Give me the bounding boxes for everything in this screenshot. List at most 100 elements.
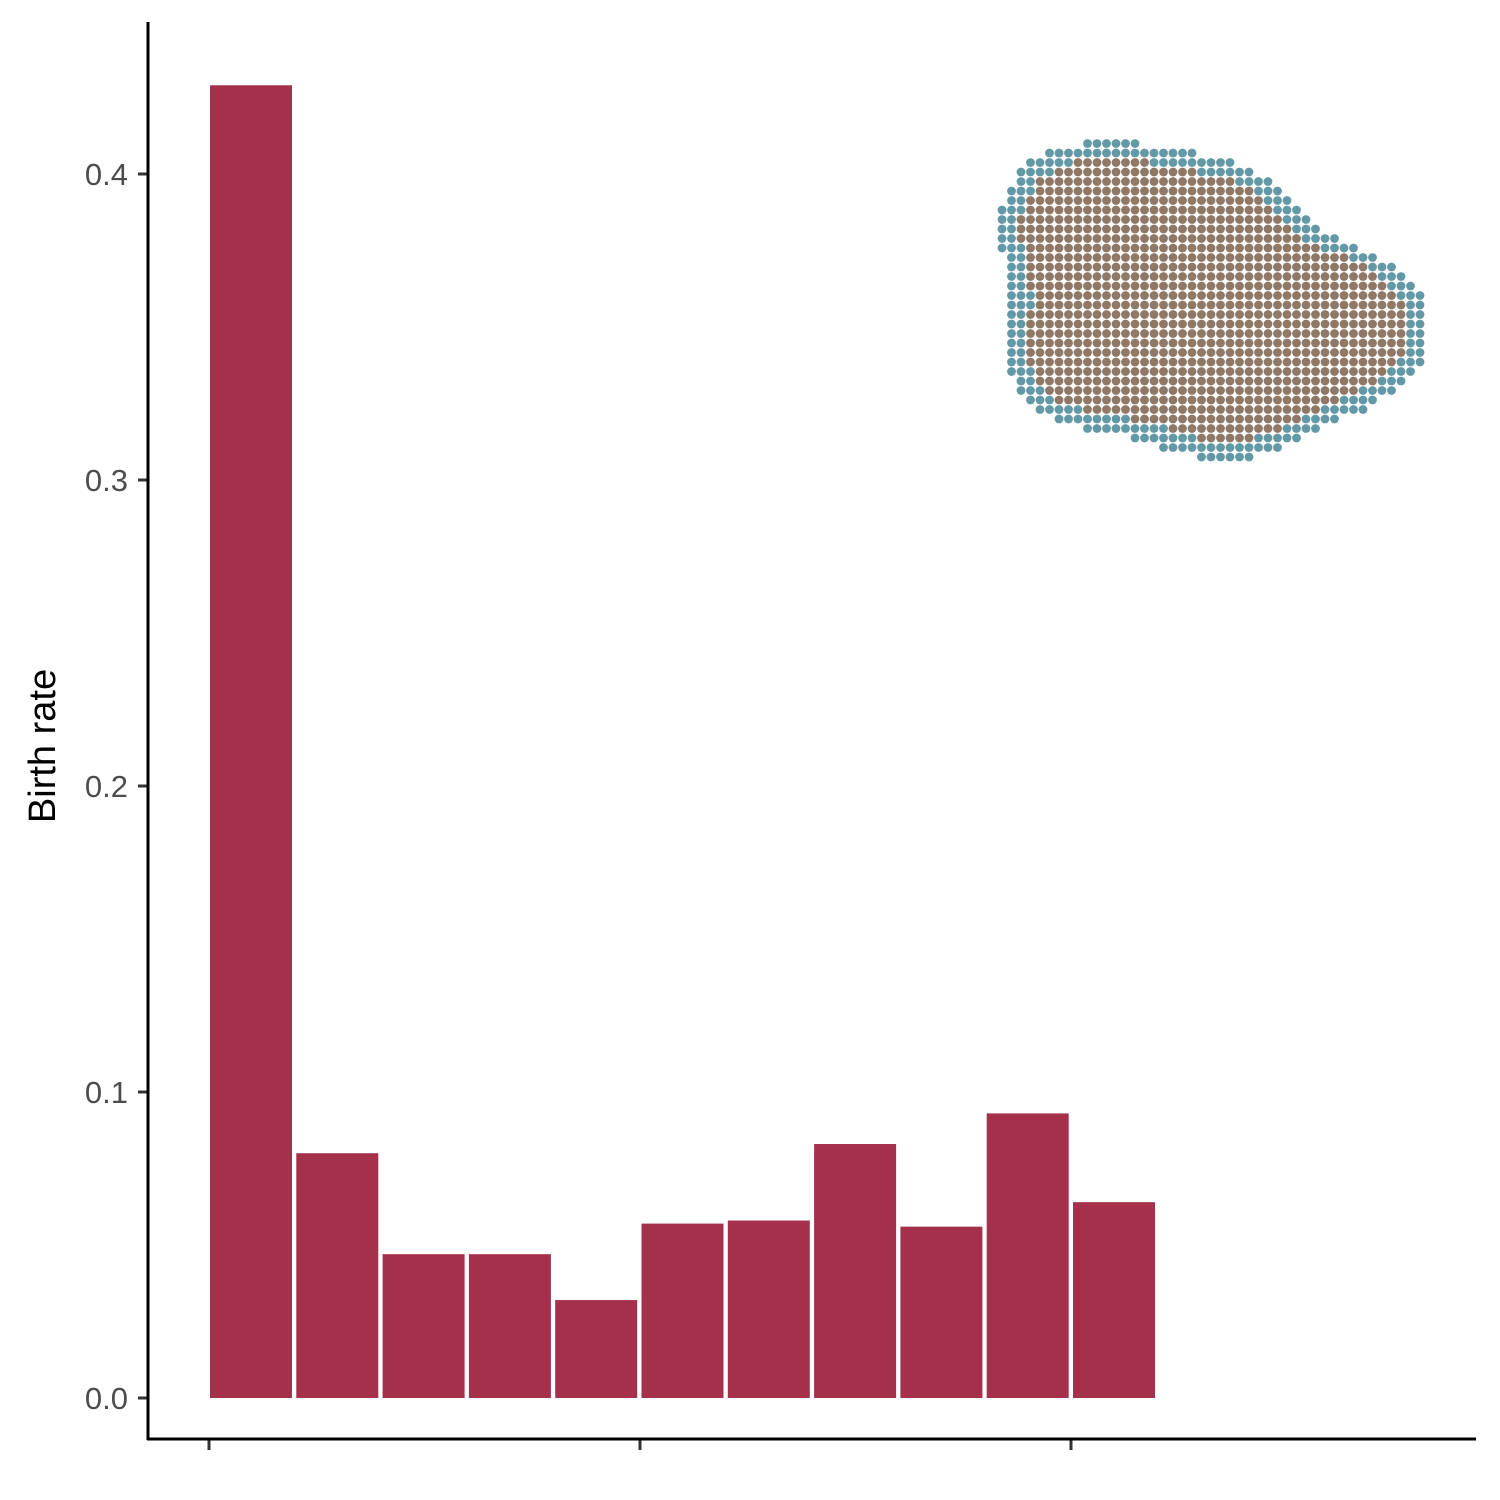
- interior-cell-point: [1064, 272, 1073, 281]
- interior-cell-point: [1064, 300, 1073, 310]
- boundary-cell-point: [1311, 424, 1320, 433]
- interior-cell-point: [1168, 357, 1178, 367]
- interior-cell-point: [1206, 376, 1216, 386]
- boundary-cell-point: [1007, 319, 1016, 329]
- interior-cell-point: [1083, 262, 1092, 272]
- boundary-cell-point: [1149, 158, 1159, 167]
- interior-cell-point: [1244, 338, 1254, 348]
- boundary-cell-point: [997, 215, 1007, 224]
- boundary-cell-point: [1263, 177, 1273, 186]
- interior-cell-point: [1187, 348, 1197, 357]
- interior-cell-point: [1130, 376, 1140, 386]
- interior-cell-point: [1178, 376, 1187, 386]
- interior-cell-point: [1083, 348, 1092, 357]
- interior-cell-point: [1235, 310, 1244, 319]
- boundary-cell-point: [1007, 329, 1016, 338]
- interior-cell-point: [1206, 196, 1216, 205]
- interior-cell-point: [1140, 234, 1149, 243]
- interior-cell-point: [1216, 376, 1225, 386]
- interior-cell-point: [1292, 348, 1301, 357]
- boundary-cell-point: [1007, 281, 1016, 291]
- interior-cell-point: [1244, 414, 1254, 424]
- boundary-cell-point: [1216, 167, 1225, 177]
- interior-cell-point: [1273, 395, 1282, 405]
- interior-cell-point: [1083, 329, 1092, 338]
- interior-cell-point: [1396, 338, 1406, 348]
- interior-cell-point: [1092, 205, 1102, 215]
- interior-cell-point: [1149, 376, 1159, 386]
- boundary-cell-point: [1406, 310, 1415, 319]
- boundary-cell-point: [1149, 424, 1159, 433]
- interior-cell-point: [1045, 329, 1054, 338]
- interior-cell-point: [1292, 414, 1301, 424]
- interior-cell-point: [1244, 262, 1254, 272]
- interior-cell-point: [1140, 281, 1149, 291]
- boundary-cell-point: [1007, 196, 1016, 205]
- x-axis-ticks: [207, 1440, 1073, 1450]
- interior-cell-point: [1206, 177, 1216, 186]
- interior-cell-point: [1168, 300, 1178, 310]
- interior-cell-point: [1216, 357, 1225, 367]
- boundary-cell-point: [1035, 405, 1045, 414]
- interior-cell-point: [1159, 367, 1168, 376]
- interior-cell-point: [1045, 357, 1054, 367]
- interior-cell-point: [1140, 243, 1149, 253]
- interior-cell-point: [1339, 329, 1349, 338]
- boundary-cell-point: [1235, 167, 1244, 177]
- interior-cell-point: [1092, 357, 1102, 367]
- interior-cell-point: [1178, 367, 1187, 376]
- interior-cell-point: [1339, 367, 1349, 376]
- boundary-cell-point: [1415, 329, 1425, 338]
- boundary-cell-point: [1045, 148, 1054, 158]
- interior-cell-point: [1225, 196, 1235, 205]
- interior-cell-point: [1159, 186, 1168, 196]
- interior-cell-point: [1149, 386, 1159, 395]
- interior-cell-point: [1263, 348, 1273, 357]
- interior-cell-point: [1140, 414, 1149, 424]
- interior-cell-point: [1026, 272, 1035, 281]
- interior-cell-point: [1054, 395, 1064, 405]
- boundary-cell-point: [1406, 367, 1415, 376]
- interior-cell-point: [1225, 243, 1235, 253]
- interior-cell-point: [1035, 329, 1045, 338]
- boundary-cell-point: [997, 205, 1007, 215]
- interior-cell-point: [1149, 357, 1159, 367]
- interior-cell-point: [1130, 196, 1140, 205]
- interior-cell-point: [1358, 357, 1368, 367]
- interior-cell-point: [1092, 386, 1102, 395]
- interior-cell-point: [1168, 338, 1178, 348]
- boundary-cell-point: [1016, 243, 1026, 253]
- interior-cell-point: [1254, 243, 1263, 253]
- interior-cell-point: [1073, 338, 1083, 348]
- boundary-cell-point: [1168, 433, 1178, 443]
- boundary-cell-point: [1254, 443, 1263, 452]
- boundary-cell-point: [1339, 405, 1349, 414]
- interior-cell-point: [1073, 367, 1083, 376]
- interior-cell-point: [1349, 348, 1358, 357]
- boundary-cell-point: [1064, 148, 1073, 158]
- interior-cell-point: [1273, 367, 1282, 376]
- interior-cell-point: [1254, 205, 1263, 215]
- interior-cell-point: [1140, 215, 1149, 224]
- interior-cell-point: [1130, 319, 1140, 329]
- boundary-cell-point: [1016, 167, 1026, 177]
- interior-cell-point: [1216, 281, 1225, 291]
- interior-cell-point: [1225, 405, 1235, 414]
- boundary-cell-point: [1187, 148, 1197, 158]
- boundary-cell-point: [1282, 433, 1292, 443]
- boundary-cell-point: [1273, 205, 1282, 215]
- interior-cell-point: [1235, 281, 1244, 291]
- interior-cell-point: [1054, 272, 1064, 281]
- boundary-cell-point: [1007, 234, 1016, 243]
- interior-cell-point: [1187, 300, 1197, 310]
- interior-cell-point: [1045, 262, 1054, 272]
- boundary-cell-point: [1168, 158, 1178, 167]
- interior-cell-point: [1254, 338, 1263, 348]
- interior-cell-point: [1235, 338, 1244, 348]
- interior-cell-point: [1320, 348, 1330, 357]
- boundary-cell-point: [1140, 433, 1149, 443]
- boundary-cell-point: [1254, 186, 1263, 196]
- interior-cell-point: [1178, 348, 1187, 357]
- boundary-cell-point: [1045, 158, 1054, 167]
